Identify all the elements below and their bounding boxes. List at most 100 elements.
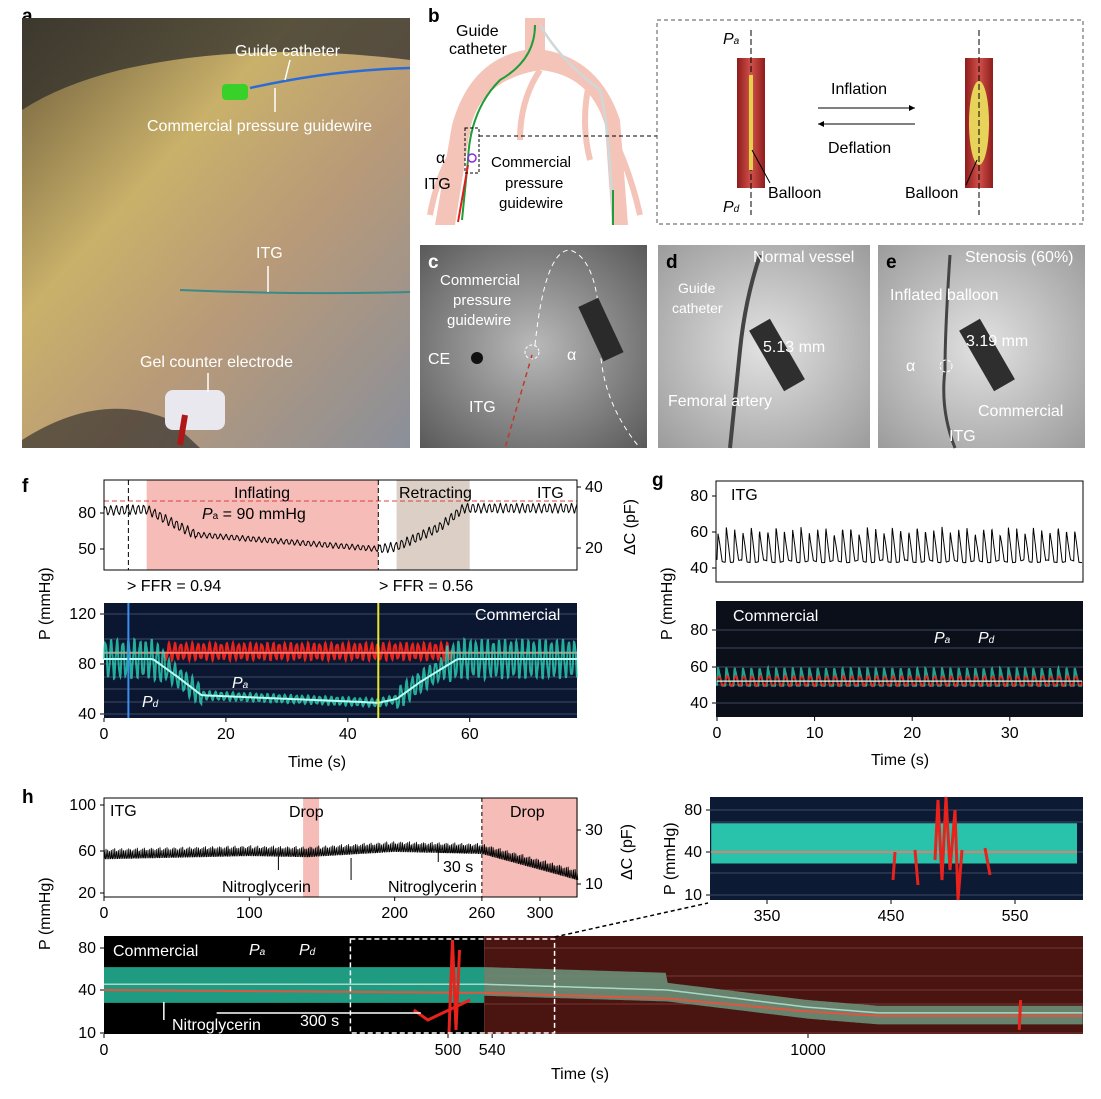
h-y-label: P (mmHg) bbox=[37, 877, 54, 950]
f-ffr-2: > FFR = 0.56 bbox=[379, 578, 473, 595]
label-measure: 5.13 mm bbox=[763, 339, 825, 356]
f-y-label: P (mmHg) bbox=[37, 567, 54, 640]
h-inset-y-label: P (mmHg) bbox=[662, 822, 679, 895]
h-top-frame bbox=[103, 797, 578, 898]
h-nitro-arrows bbox=[277, 851, 468, 880]
panel-label-d: d bbox=[666, 252, 678, 273]
label-commercial-3: guidewire bbox=[499, 195, 563, 212]
label-itg: ITG bbox=[469, 399, 496, 416]
label-deflation: Deflation bbox=[828, 140, 891, 157]
f-xtick-40: 40 bbox=[339, 726, 357, 743]
label-inflation: Inflation bbox=[831, 81, 887, 98]
f-y2-label: ΔC (pF) bbox=[622, 499, 639, 555]
panel-e-xray: e Stenosis (60%) Inflated balloon 3.19 m… bbox=[878, 245, 1085, 449]
label-itg: ITG bbox=[256, 245, 283, 262]
label-commercial-2: pressure bbox=[453, 292, 511, 309]
h-pa-label: Pa bbox=[249, 942, 266, 959]
label-pd: Pd bbox=[723, 199, 740, 216]
label-measure: 3.19 mm bbox=[966, 333, 1028, 350]
f-pa-pulse-trace bbox=[163, 639, 453, 664]
g-pa-label: Pa bbox=[934, 630, 951, 647]
h-pd-label: Pd bbox=[299, 942, 316, 959]
label-commercial: Commercial bbox=[978, 403, 1063, 420]
g-y-label: P (mmHg) bbox=[659, 567, 676, 640]
f-ytick-50: 50 bbox=[78, 541, 96, 558]
h-ytick-60: 60 bbox=[78, 843, 96, 860]
itg-line bbox=[457, 164, 469, 223]
panel-c-xray: c Commercial pressure guidewire CE α ITG bbox=[420, 245, 647, 449]
h-drop-region-1 bbox=[481, 798, 578, 897]
f-xtick-60: 60 bbox=[461, 726, 479, 743]
f-xtick-20: 20 bbox=[217, 726, 235, 743]
f-y2tick-40: 40 bbox=[585, 479, 603, 496]
h-scale-300s: 300 s bbox=[300, 1013, 339, 1030]
g-xtick-0: 0 bbox=[713, 725, 722, 742]
f-itg-trace bbox=[103, 502, 578, 554]
h-zoom-connector bbox=[554, 902, 709, 938]
f-pa-label: Pa bbox=[232, 675, 249, 692]
h-ytick-40: 40 bbox=[78, 982, 96, 999]
g-pd-pulse-trace bbox=[716, 664, 1082, 687]
label-itg: ITG bbox=[949, 428, 976, 445]
h-inset-ytick-80: 80 bbox=[684, 802, 702, 819]
f-xtick-0: 0 bbox=[100, 726, 109, 743]
label-commercial-1: Commercial bbox=[491, 154, 571, 171]
h-drop-2: Drop bbox=[510, 804, 545, 821]
h-xtick-1000: 1000 bbox=[790, 1042, 826, 1059]
label-catheter: catheter bbox=[672, 300, 723, 316]
f-top-frame bbox=[103, 479, 578, 571]
f-ffr-1: > FFR = 0.94 bbox=[127, 578, 221, 595]
h-xtick-540: 540 bbox=[479, 1042, 506, 1059]
h-ytick-80: 80 bbox=[78, 940, 96, 957]
label-alpha: α bbox=[906, 358, 915, 375]
label-ce: CE bbox=[428, 351, 450, 368]
label-balloon-right: Balloon bbox=[905, 185, 958, 202]
panel-d-xray: d Normal vessel Guide catheter 5.13 mm F… bbox=[658, 245, 870, 449]
g-pd-label: Pd bbox=[978, 630, 995, 647]
g-ytick-60b: 60 bbox=[690, 659, 708, 676]
f-pd-pulse-trace bbox=[103, 636, 578, 710]
label-femoral-artery: Femoral artery bbox=[668, 393, 772, 410]
label-balloon-left: Balloon bbox=[768, 185, 821, 202]
g-commercial-title: Commercial bbox=[733, 608, 818, 625]
f-inflating-label: Inflating bbox=[234, 485, 290, 502]
label-gel-counter-electrode: Gel counter electrode bbox=[140, 354, 293, 371]
h-itg-title: ITG bbox=[110, 803, 137, 820]
f-ytick-40: 40 bbox=[78, 706, 96, 723]
h-xtick-0: 0 bbox=[100, 1042, 109, 1059]
h-inset-ytick-40: 40 bbox=[684, 844, 702, 861]
h-nitro-1: Nitroglycerin bbox=[222, 879, 311, 896]
h-drop-1: Drop bbox=[289, 804, 324, 821]
g-itg-trace bbox=[716, 526, 1082, 564]
f-itg-title: ITG bbox=[537, 485, 564, 502]
h-ytick-10: 10 bbox=[78, 1025, 96, 1042]
h-y2tick-10: 10 bbox=[585, 876, 603, 893]
f-ytick-80b: 80 bbox=[78, 656, 96, 673]
label-commercial-1: Commercial bbox=[440, 272, 520, 289]
h-xtick-0: 0 bbox=[100, 905, 109, 922]
gel-electrode bbox=[165, 390, 225, 430]
h-inset-xtick-550: 550 bbox=[1002, 908, 1029, 925]
h-ytick-100: 100 bbox=[69, 797, 96, 814]
f-pd-label: Pd bbox=[142, 694, 159, 711]
h-inset-xtick-350: 350 bbox=[754, 908, 781, 925]
f-inflating-region bbox=[146, 480, 379, 570]
g-top-frame bbox=[715, 480, 1084, 583]
label-guide: Guide bbox=[456, 23, 499, 40]
g-ytick-40b: 40 bbox=[690, 695, 708, 712]
panel-label-a: a bbox=[22, 6, 33, 27]
label-alpha: α bbox=[567, 347, 576, 364]
h-xtick-100: 100 bbox=[236, 905, 263, 922]
h-x-label: Time (s) bbox=[551, 1066, 609, 1083]
h-pa-line bbox=[104, 989, 1083, 1017]
h-scale-bar bbox=[163, 1002, 421, 1020]
h-zoom-box bbox=[349, 938, 556, 1034]
g-xtick-20: 20 bbox=[903, 725, 921, 742]
label-guide: Guide bbox=[678, 280, 716, 296]
label-commercial-3: guidewire bbox=[447, 312, 511, 329]
panel-label-c: c bbox=[428, 252, 439, 273]
panel-label-f: f bbox=[22, 476, 29, 497]
g-xtick-10: 10 bbox=[806, 725, 824, 742]
